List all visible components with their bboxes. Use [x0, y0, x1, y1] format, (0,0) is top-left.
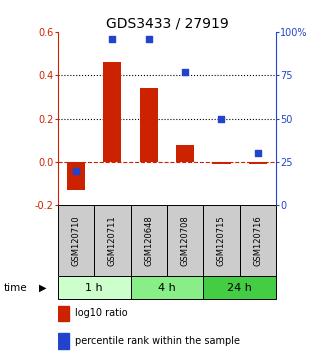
Point: [219, 116, 224, 121]
Text: 1 h: 1 h: [85, 282, 103, 293]
Point: [183, 69, 188, 75]
Bar: [58, 205, 94, 276]
Text: time: time: [3, 282, 27, 293]
Text: 24 h: 24 h: [227, 282, 252, 293]
Bar: [140, 88, 158, 162]
Text: GSM120715: GSM120715: [217, 215, 226, 266]
Text: percentile rank within the sample: percentile rank within the sample: [75, 336, 240, 346]
Bar: [58, 276, 131, 299]
Point: [74, 168, 79, 173]
Text: ▶: ▶: [39, 282, 46, 293]
Bar: [249, 162, 267, 164]
Text: GSM120710: GSM120710: [72, 215, 81, 266]
Bar: [131, 276, 203, 299]
Bar: [58, 333, 69, 348]
Point: [255, 150, 260, 156]
Bar: [176, 144, 194, 162]
Point: [110, 36, 115, 42]
Bar: [58, 306, 69, 321]
Bar: [103, 62, 121, 162]
Bar: [131, 205, 167, 276]
Text: GSM120648: GSM120648: [144, 215, 153, 266]
Bar: [167, 205, 203, 276]
Text: 4 h: 4 h: [158, 282, 176, 293]
Bar: [94, 205, 131, 276]
Point: [146, 36, 151, 42]
Text: log10 ratio: log10 ratio: [75, 308, 128, 318]
Text: GSM120711: GSM120711: [108, 215, 117, 266]
Bar: [240, 205, 276, 276]
Title: GDS3433 / 27919: GDS3433 / 27919: [106, 17, 228, 31]
Bar: [203, 276, 276, 299]
Text: GSM120716: GSM120716: [253, 215, 262, 266]
Bar: [203, 205, 240, 276]
Bar: [67, 162, 85, 190]
Bar: [213, 162, 230, 164]
Text: GSM120708: GSM120708: [181, 215, 190, 266]
